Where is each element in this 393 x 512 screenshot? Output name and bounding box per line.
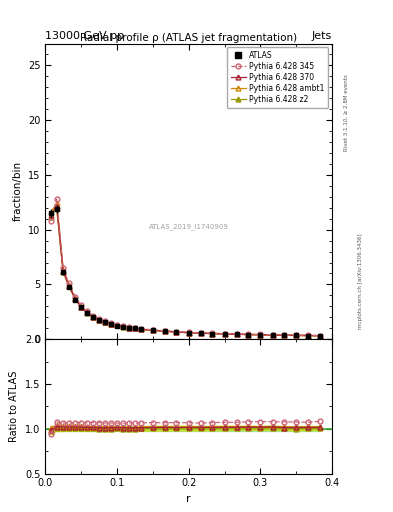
Text: 13000 GeV pp: 13000 GeV pp [45,31,124,41]
Y-axis label: fraction/bin: fraction/bin [12,161,22,221]
Text: ATLAS_2019_I1740909: ATLAS_2019_I1740909 [149,223,229,230]
Text: Jets: Jets [312,31,332,41]
Text: mcplots.cern.ch [arXiv:1306.3436]: mcplots.cern.ch [arXiv:1306.3436] [358,234,363,329]
Legend: ATLAS, Pythia 6.428 345, Pythia 6.428 370, Pythia 6.428 ambt1, Pythia 6.428 z2: ATLAS, Pythia 6.428 345, Pythia 6.428 37… [227,47,328,108]
Y-axis label: Ratio to ATLAS: Ratio to ATLAS [9,371,19,442]
Title: Radial profile ρ (ATLAS jet fragmentation): Radial profile ρ (ATLAS jet fragmentatio… [80,33,297,42]
X-axis label: r: r [186,494,191,504]
Text: Rivet 3.1.10, ≥ 2.8M events: Rivet 3.1.10, ≥ 2.8M events [344,74,349,151]
